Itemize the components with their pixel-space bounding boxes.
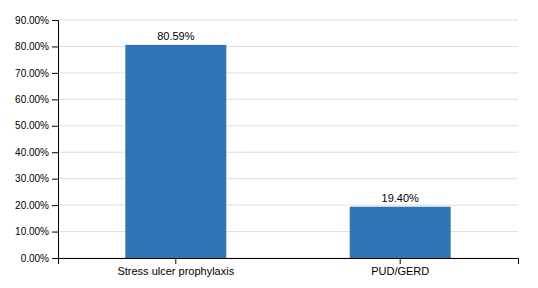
- plot: 80.59% 19.40% 0.00% 10.00% 20.00% 30.00% 40.00…: [15, 15, 518, 277]
- tick-label: 80.00%: [15, 41, 49, 52]
- tick-label: 10.00%: [15, 226, 49, 237]
- x-axis: Stress ulcer prophylaxis PUD/GERD: [59, 258, 519, 277]
- bar: [350, 207, 451, 258]
- tick-label: 60.00%: [15, 94, 49, 105]
- tick: 80.00%: [15, 41, 58, 52]
- tick-label: 0.00%: [21, 253, 49, 264]
- tick: 60.00%: [15, 94, 58, 105]
- tick-mark: [52, 73, 58, 74]
- tick: PUD/GERD: [371, 258, 429, 277]
- tick-mark: [52, 152, 58, 153]
- tick: 40.00%: [15, 147, 58, 158]
- tick-mark: [52, 258, 58, 259]
- tick-label: 50.00%: [15, 120, 49, 131]
- y-axis: 0.00% 10.00% 20.00% 30.00% 40.00% 50.00% 60.00…: [15, 15, 58, 264]
- tick-mark: [52, 99, 58, 100]
- tick-mark: [52, 232, 58, 233]
- tick-mark: [175, 258, 176, 264]
- bars: [125, 45, 450, 258]
- tick: 70.00%: [15, 68, 58, 79]
- chart: 80.59% 19.40% 0.00% 10.00% 20.00% 30.00% 40.00…: [0, 0, 538, 288]
- tick-mark: [400, 258, 401, 264]
- tick-mark: [52, 179, 58, 180]
- data-label: 80.59%: [157, 30, 195, 42]
- tick-label: 30.00%: [15, 173, 49, 184]
- tick: 90.00%: [15, 15, 58, 26]
- axis-line: [59, 259, 519, 265]
- grid-line: [58, 20, 518, 21]
- tick: 0.00%: [21, 253, 58, 264]
- tick-label: 90.00%: [15, 15, 49, 26]
- tick-mark: [52, 46, 58, 47]
- tick: 10.00%: [15, 226, 58, 237]
- tick: 50.00%: [15, 120, 58, 131]
- tick: 30.00%: [15, 173, 58, 184]
- tick-label: 40.00%: [15, 147, 49, 158]
- tick-mark: [52, 20, 58, 21]
- tick-mark: [52, 126, 58, 127]
- bar: [125, 45, 226, 258]
- tick: Stress ulcer prophylaxis: [117, 258, 234, 277]
- tick-label: 20.00%: [15, 200, 49, 211]
- tick: 20.00%: [15, 200, 58, 211]
- tick-label: PUD/GERD: [371, 265, 429, 277]
- tick-label: 70.00%: [15, 68, 49, 79]
- data-labels: 80.59% 19.40%: [157, 30, 419, 204]
- grid: [58, 20, 518, 258]
- tick-label: Stress ulcer prophylaxis: [117, 265, 234, 277]
- tick-mark: [52, 205, 58, 206]
- axis-line: [52, 21, 59, 259]
- data-label: 19.40%: [382, 192, 420, 204]
